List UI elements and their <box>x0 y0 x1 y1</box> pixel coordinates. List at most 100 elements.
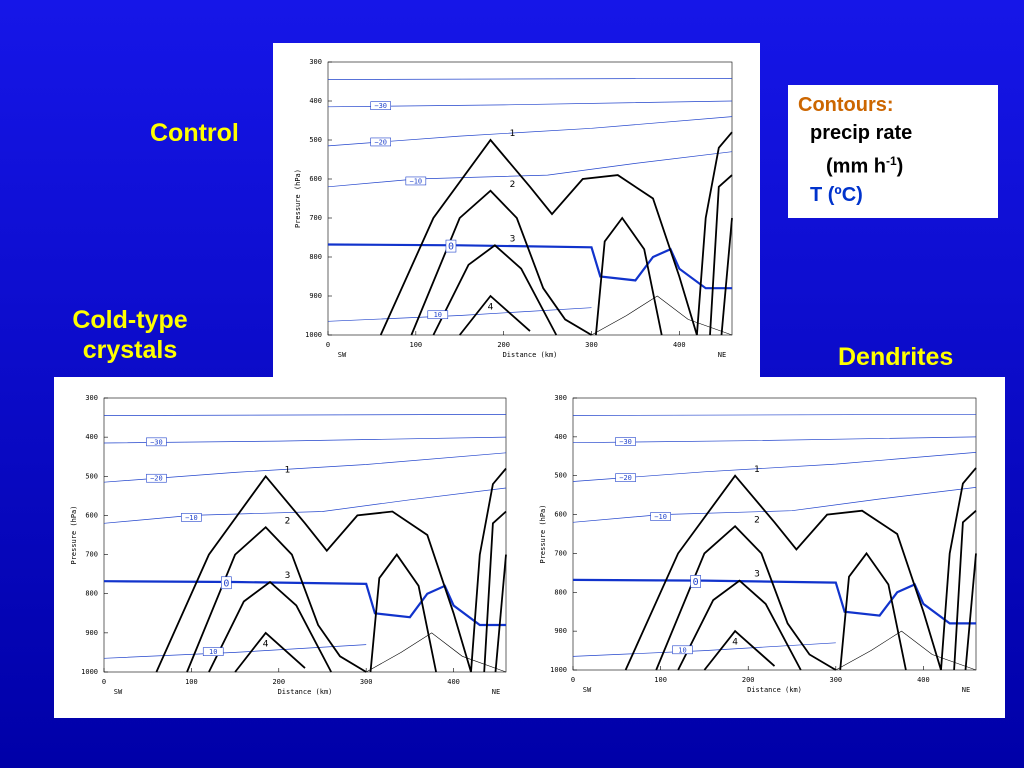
precip-contour <box>470 467 507 673</box>
legend-heading: Contours: <box>798 94 894 116</box>
temp-label-box <box>615 437 636 446</box>
panel-bg <box>54 377 541 718</box>
panel-bg <box>273 43 760 378</box>
temp-label: −10 <box>409 177 422 185</box>
x-tick-label: 200 <box>272 678 285 686</box>
temp-label: −30 <box>374 102 387 110</box>
temp-label-box <box>445 239 457 253</box>
temp-label: −20 <box>619 474 632 482</box>
x-tick-label: 300 <box>829 676 842 684</box>
precip-label: 3 <box>510 234 516 244</box>
y-tick-label: 400 <box>309 97 322 105</box>
temp-label-box <box>672 645 693 655</box>
y-title: Pressure (hPa) <box>70 505 78 564</box>
legend-sup: -1 <box>886 154 897 168</box>
precip-contour <box>720 217 733 336</box>
precip-contour <box>458 294 531 336</box>
y-tick-label: 500 <box>85 472 98 480</box>
x-tick-label: 0 <box>326 341 330 349</box>
x-tick-label: 100 <box>409 341 422 349</box>
x-title: Distance (km) <box>278 688 333 696</box>
terrain <box>366 632 507 673</box>
precip-label: 1 <box>754 465 760 475</box>
precip-label: 1 <box>285 465 291 475</box>
temp-label-box <box>370 101 391 110</box>
temp-label: 0 <box>223 578 229 589</box>
precip-contour <box>624 474 942 671</box>
precip-contour <box>494 554 507 673</box>
precip-contour <box>655 524 837 671</box>
zero-contour <box>327 243 732 290</box>
precip-contour <box>595 216 663 336</box>
precip-contour <box>677 579 802 671</box>
x-tick-label: 200 <box>742 676 755 684</box>
temp-label: 10 <box>678 646 686 654</box>
temp-contour <box>103 436 507 444</box>
temp-contour <box>103 487 507 524</box>
precip-contour <box>234 631 306 673</box>
legend-line3: T (ºC) <box>810 183 863 206</box>
temp-label-box <box>146 473 167 483</box>
y-tick-label: 1000 <box>550 666 567 674</box>
precip-contour <box>483 510 507 673</box>
temp-label: 0 <box>693 577 699 588</box>
precip-label: 2 <box>754 515 760 525</box>
legend: Contours: precip rate (mm h-1) T (ºC) <box>788 85 998 218</box>
precip-contour <box>369 553 437 673</box>
precip-label: 2 <box>285 516 291 526</box>
terrain <box>835 630 977 671</box>
x-tick-label: 300 <box>585 341 598 349</box>
x-tick-label: 200 <box>497 341 510 349</box>
y-tick-label: 600 <box>85 511 98 519</box>
y-tick-label: 1000 <box>81 668 98 676</box>
precip-label: 3 <box>754 570 760 580</box>
y-tick-label: 500 <box>554 472 567 480</box>
temp-label: 10 <box>209 648 217 656</box>
temp-contour <box>572 413 977 416</box>
y-tick-label: 700 <box>554 549 567 557</box>
temp-contour <box>327 78 733 80</box>
legend-unit: (mm h <box>826 155 886 178</box>
temp-contour <box>327 307 592 322</box>
temp-contour <box>572 487 977 523</box>
y-title: Pressure (hPa) <box>294 169 302 228</box>
temp-contour <box>327 116 733 147</box>
y-tick-label: 800 <box>554 588 567 596</box>
y-tick-label: 400 <box>554 433 567 441</box>
plot-frame <box>103 397 507 673</box>
precip-contour <box>208 580 332 673</box>
x-left-label: SW <box>583 686 592 694</box>
legend-line1: precip rate <box>810 122 913 144</box>
precip-contour <box>432 244 558 336</box>
panel-bg <box>523 377 1005 718</box>
temp-label: −10 <box>654 513 667 521</box>
y-tick-label: 800 <box>85 590 98 598</box>
zero-contour <box>103 580 506 627</box>
precip-contour <box>839 551 907 671</box>
cold-label-1: Cold-type <box>72 306 188 334</box>
x-tick-label: 0 <box>102 678 106 686</box>
precip-label: 4 <box>488 303 494 313</box>
y-tick-label: 900 <box>309 292 322 300</box>
y-tick-label: 700 <box>309 214 322 222</box>
temp-label-box <box>690 575 701 588</box>
y-tick-label: 1000 <box>305 331 322 339</box>
plot-frame <box>572 397 977 671</box>
precip-label: 4 <box>732 638 738 648</box>
x-right-label: NE <box>962 686 970 694</box>
precip-label: 2 <box>510 180 516 190</box>
temp-label: −30 <box>619 438 632 446</box>
x-tick-label: 300 <box>360 678 373 686</box>
precip-label: 1 <box>510 129 516 139</box>
cold-label-2: crystals <box>82 336 178 364</box>
precip-contour <box>379 138 698 336</box>
temp-contour <box>327 100 733 108</box>
temp-label: −20 <box>150 475 163 483</box>
y-title: Pressure (hPa) <box>539 504 547 563</box>
x-tick-label: 100 <box>654 676 667 684</box>
temp-label-box <box>650 512 671 521</box>
x-tick-label: 400 <box>917 676 930 684</box>
temp-contour <box>572 642 836 657</box>
